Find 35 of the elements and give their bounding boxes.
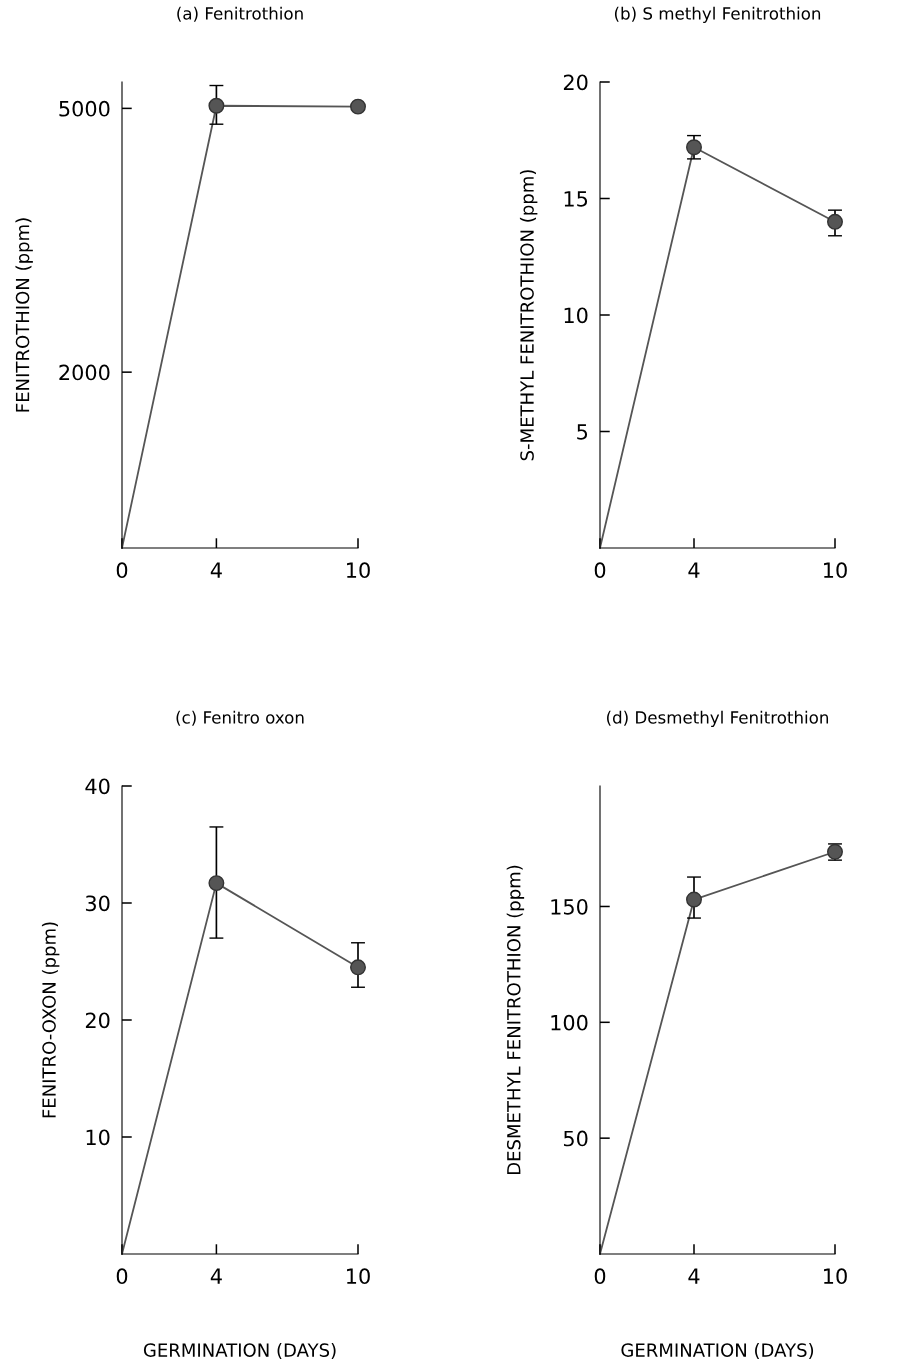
x-tick-label: 0 xyxy=(116,1268,128,1285)
x-axis-title: GERMINATION (DAYS) xyxy=(143,1342,336,1360)
x-tick-label: 4 xyxy=(688,562,700,578)
y-tick-label: 40 xyxy=(85,778,110,795)
y-tick-label: 30 xyxy=(85,895,110,912)
x-tick-label: 10 xyxy=(824,1268,847,1285)
x-tick-label: 10 xyxy=(347,1268,370,1285)
chart-title: (c) Fenitro oxon xyxy=(176,710,304,726)
chart-title: (a) Fenitrothion xyxy=(177,6,303,22)
y-tick-label: 2000 xyxy=(59,364,110,381)
x-tick-label: 4 xyxy=(210,1268,222,1284)
y-tick-label: 50 xyxy=(563,1130,588,1147)
x-axis-title: GERMINATION (DAYS) xyxy=(621,1342,814,1360)
y-tick-label: 10 xyxy=(564,307,588,324)
y-tick-label: 20 xyxy=(85,1012,110,1029)
y-tick-label: 10 xyxy=(86,1129,110,1146)
x-tick-label: 0 xyxy=(594,562,606,579)
chart-title: (b) S methyl Fenitrothion xyxy=(614,6,821,23)
y-tick-label: 5000 xyxy=(59,100,110,117)
y-axis-title: DESMETHYL FENITROTHION (ppm) xyxy=(506,865,525,1175)
y-tick-label: 100 xyxy=(551,1014,588,1031)
y-axis-title: FENITROTHION (ppm) xyxy=(15,218,33,412)
x-tick-label: 10 xyxy=(347,562,370,579)
y-tick-label: 150 xyxy=(551,898,588,915)
y-tick-label: 15 xyxy=(564,191,588,207)
x-tick-label: 4 xyxy=(688,1268,700,1284)
y-axis-title: FENITRO-OXON (ppm) xyxy=(41,922,60,1118)
chart-title: (d) Desmethyl Fenitrothion xyxy=(607,710,829,727)
x-tick-label: 10 xyxy=(824,562,847,579)
x-tick-label: 0 xyxy=(116,562,128,579)
y-tick-label: 5 xyxy=(577,424,588,440)
x-tick-label: 4 xyxy=(210,562,222,578)
y-axis-title: S-METHYL FENITROTHION (ppm) xyxy=(519,170,538,461)
y-tick-label: 20 xyxy=(563,74,588,91)
x-tick-label: 0 xyxy=(594,1268,606,1285)
